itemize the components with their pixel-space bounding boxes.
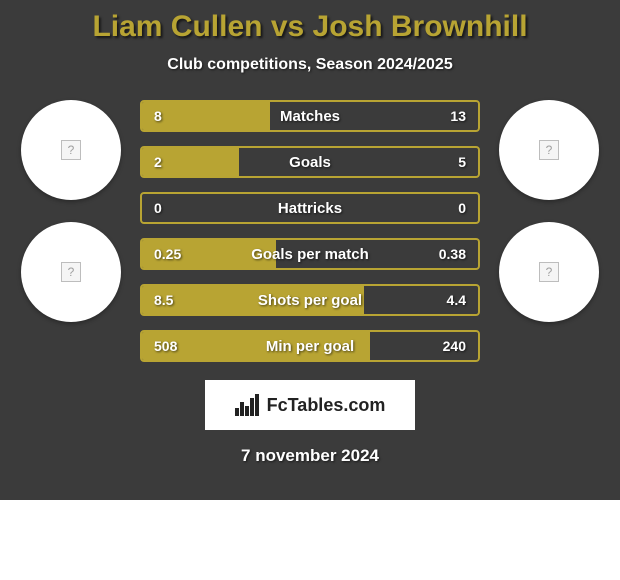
stat-bar: 8.5Shots per goal4.4 — [140, 284, 480, 316]
placeholder-icon: ? — [539, 140, 559, 160]
brand-logo-icon — [235, 394, 261, 416]
stat-bar: 508Min per goal240 — [140, 330, 480, 362]
stat-label: Shots per goal — [142, 292, 478, 309]
comparison-card: Liam Cullen vs Josh Brownhill Club compe… — [0, 0, 620, 500]
right-avatars: ? ? — [494, 100, 604, 322]
stat-value-right: 5 — [458, 154, 466, 170]
stat-value-right: 240 — [443, 338, 466, 354]
page-title: Liam Cullen vs Josh Brownhill — [0, 0, 620, 44]
main-layout: ? ? 8Matches13 2Goals5 0Hattricks0 0.25Goal… — [0, 100, 620, 362]
date-label: 7 november 2024 — [0, 446, 620, 466]
player-left-avatar: ? — [21, 100, 121, 200]
subtitle: Club competitions, Season 2024/2025 — [0, 56, 620, 74]
brand-badge: FcTables.com — [205, 380, 415, 430]
stat-label: Goals — [142, 154, 478, 171]
stat-label: Matches — [142, 108, 478, 125]
stat-label: Hattricks — [142, 200, 478, 217]
stat-bar: 2Goals5 — [140, 146, 480, 178]
stat-bar: 8Matches13 — [140, 100, 480, 132]
placeholder-icon: ? — [539, 262, 559, 282]
team-left-avatar: ? — [21, 222, 121, 322]
stat-value-right: 0.38 — [439, 246, 466, 262]
player-right-avatar: ? — [499, 100, 599, 200]
stat-label: Min per goal — [142, 338, 478, 355]
team-right-avatar: ? — [499, 222, 599, 322]
left-avatars: ? ? — [16, 100, 126, 322]
brand-text: FcTables.com — [267, 395, 386, 416]
stat-bar: 0.25Goals per match0.38 — [140, 238, 480, 270]
stat-value-right: 0 — [458, 200, 466, 216]
stat-value-right: 4.4 — [447, 292, 466, 308]
stat-label: Goals per match — [142, 246, 478, 263]
placeholder-icon: ? — [61, 262, 81, 282]
stat-bars: 8Matches13 2Goals5 0Hattricks0 0.25Goals pe… — [140, 100, 480, 362]
stat-value-right: 13 — [450, 108, 466, 124]
placeholder-icon: ? — [61, 140, 81, 160]
stat-bar: 0Hattricks0 — [140, 192, 480, 224]
